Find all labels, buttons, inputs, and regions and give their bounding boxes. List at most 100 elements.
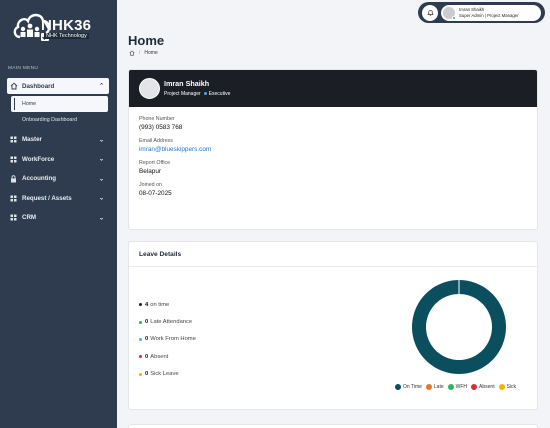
leave-label: Late Attendance bbox=[150, 319, 193, 326]
list-item: 0 Work From Home bbox=[139, 331, 196, 348]
online-status-dot bbox=[452, 15, 456, 20]
profile-level: Executive bbox=[208, 91, 231, 97]
chevron-down-icon: ⌄ bbox=[98, 195, 104, 202]
legend-swatch bbox=[498, 384, 505, 390]
leave-label: on time bbox=[150, 301, 170, 308]
home-icon[interactable] bbox=[129, 50, 135, 56]
profile-header: Imran Shaikh Project Manager Executive bbox=[129, 70, 537, 107]
profile-name: Imran Shaikh bbox=[164, 79, 210, 88]
chevron-down-icon: ⌄ bbox=[98, 137, 104, 144]
leave-label: Sick Leave bbox=[150, 371, 179, 378]
sidebar: NHK36 NHK Technology MAIN MENU Dashboard… bbox=[0, 0, 117, 428]
phone-field: Phone Number (993) 0583 768 bbox=[139, 116, 527, 131]
chart-legend: On Time Late WFH Absent Sick bbox=[395, 384, 520, 390]
list-item: 0 Late Attendance bbox=[139, 313, 196, 330]
grid-icon bbox=[9, 194, 18, 203]
phone-value: (993) 0583 768 bbox=[139, 124, 183, 131]
sidebar-item-label: Master bbox=[22, 136, 42, 144]
legend-label: Absent bbox=[479, 384, 495, 390]
leave-summary-list: 4 on time 0 Late Attendance 0 Work From Hom… bbox=[139, 296, 196, 383]
leave-count: 0 bbox=[145, 336, 149, 343]
field-label: Phone Number bbox=[139, 116, 175, 122]
sidebar-item-label: Request / Assets bbox=[22, 194, 72, 202]
list-item: 0 Absent bbox=[139, 348, 196, 365]
user-role: Super Admin | Project Manager bbox=[459, 12, 519, 18]
user-menu: Imran Shaikh Super Admin | Project Manag… bbox=[418, 2, 545, 23]
legend-label: Late bbox=[433, 384, 444, 390]
sidebar-item-request-assets[interactable]: Request / Assets ⌄ bbox=[7, 189, 109, 209]
sidebar-nav: Dashboard ⌃ Home Onboarding Dashboard Ma… bbox=[7, 78, 109, 228]
email-link[interactable]: imran@blueskippers.com bbox=[139, 146, 212, 153]
chevron-up-icon: ⌃ bbox=[98, 83, 104, 90]
office-value: Belapur bbox=[139, 168, 162, 175]
sidebar-item-label: Accounting bbox=[22, 175, 57, 183]
menu-section-title: MAIN MENU bbox=[8, 66, 39, 71]
legend-label: WFH bbox=[455, 384, 468, 390]
list-item: 4 on time bbox=[139, 296, 196, 313]
lock-icon bbox=[9, 174, 18, 183]
leave-count: 4 bbox=[145, 301, 149, 308]
leave-label: Work From Home bbox=[150, 336, 196, 343]
avatar bbox=[139, 78, 160, 99]
bullet-icon bbox=[139, 372, 142, 376]
sidebar-subitem-label: Onboarding Dashboard bbox=[22, 117, 78, 123]
sidebar-item-accounting[interactable]: Accounting ⌄ bbox=[7, 169, 109, 189]
leave-details-title: Leave Details bbox=[129, 242, 537, 267]
legend-item-late[interactable]: Late bbox=[425, 384, 444, 390]
chevron-down-icon: ⌄ bbox=[98, 176, 104, 183]
brand-logo[interactable]: NHK36 NHK Technology bbox=[0, 0, 117, 56]
field-label: Report Office bbox=[139, 160, 171, 166]
breadcrumb: / Home bbox=[129, 50, 158, 56]
sidebar-subitem-home[interactable]: Home bbox=[11, 96, 108, 112]
legend-label: Sick bbox=[506, 384, 517, 390]
bullet-icon bbox=[139, 320, 142, 324]
grid-icon bbox=[9, 213, 18, 222]
office-field: Report Office Belapur bbox=[139, 160, 527, 175]
next-card bbox=[128, 424, 538, 428]
legend-item-absent[interactable]: Absent bbox=[471, 384, 495, 390]
bullet-icon bbox=[139, 337, 142, 341]
sidebar-item-label: Dashboard bbox=[22, 82, 55, 90]
leave-details-card: Leave Details 4 on time 0 Late Attendance … bbox=[128, 241, 538, 410]
legend-item-on-time[interactable]: On Time bbox=[395, 384, 422, 390]
joined-field: Joined on 08-07-2025 bbox=[139, 182, 527, 197]
brand-subtitle: NHK Technology bbox=[44, 33, 89, 39]
chevron-down-icon: ⌄ bbox=[98, 156, 104, 163]
notification-button[interactable] bbox=[422, 4, 438, 21]
legend-swatch bbox=[395, 384, 401, 390]
breadcrumb-separator: / bbox=[139, 50, 141, 56]
legend-swatch bbox=[425, 384, 432, 390]
legend-swatch bbox=[447, 384, 454, 390]
donut-slice-on-time[interactable] bbox=[411, 280, 506, 374]
profile-role: Project Manager Executive bbox=[164, 91, 230, 97]
sidebar-item-workforce[interactable]: WorkForce ⌄ bbox=[7, 150, 109, 170]
sidebar-item-dashboard[interactable]: Dashboard ⌃ bbox=[7, 78, 109, 94]
profile-designation: Project Manager bbox=[164, 91, 201, 97]
leave-count: 0 bbox=[145, 319, 149, 326]
sidebar-item-master[interactable]: Master ⌄ bbox=[7, 130, 109, 150]
email-field: Email Address imran@blueskippers.com bbox=[139, 138, 527, 153]
dashboard-submenu: Home Onboarding Dashboard bbox=[11, 96, 109, 128]
sidebar-item-crm[interactable]: CRM ⌄ bbox=[7, 208, 109, 228]
leave-label: Absent bbox=[150, 353, 169, 360]
grid-icon bbox=[9, 135, 18, 144]
page-title: Home bbox=[128, 33, 165, 48]
grid-icon bbox=[9, 155, 18, 164]
legend-item-wfh[interactable]: WFH bbox=[447, 384, 468, 390]
avatar bbox=[443, 6, 456, 20]
field-label: Joined on bbox=[139, 182, 162, 188]
legend-label: On Time bbox=[403, 384, 422, 390]
sidebar-subitem-onboarding-dashboard[interactable]: Onboarding Dashboard bbox=[11, 112, 109, 128]
user-name: Imran Shaikh bbox=[459, 6, 485, 12]
legend-swatch bbox=[471, 384, 478, 390]
leave-count: 0 bbox=[145, 371, 149, 378]
leave-donut-chart[interactable] bbox=[411, 279, 507, 375]
legend-item-sick[interactable]: Sick bbox=[498, 384, 517, 390]
sidebar-item-label: WorkForce bbox=[22, 155, 55, 163]
user-profile-button[interactable]: Imran Shaikh Super Admin | Project Manag… bbox=[441, 4, 541, 21]
bullet-icon bbox=[139, 303, 142, 307]
joined-value: 08-07-2025 bbox=[139, 190, 172, 197]
field-label: Email Address bbox=[139, 138, 173, 144]
brand-name: NHK36 bbox=[41, 17, 92, 34]
sidebar-item-label: CRM bbox=[22, 214, 37, 222]
